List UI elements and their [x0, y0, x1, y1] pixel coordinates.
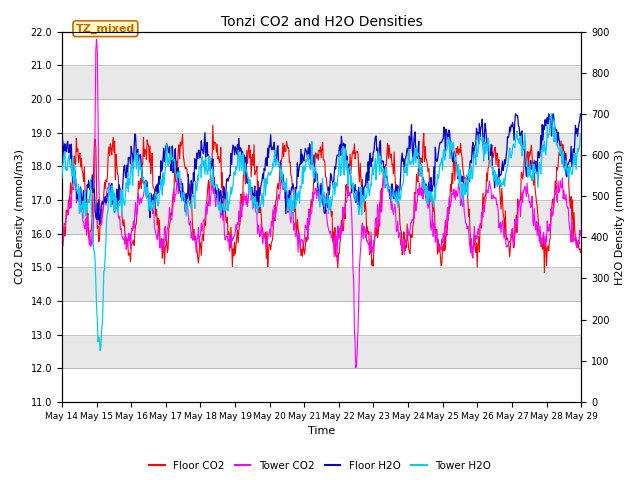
- Bar: [62, 335, 581, 368]
- Y-axis label: H2O Density (mmol/m3): H2O Density (mmol/m3): [615, 149, 625, 285]
- Bar: [62, 267, 581, 301]
- Bar: [62, 32, 581, 65]
- Bar: [62, 166, 581, 200]
- Bar: [62, 132, 581, 166]
- Legend: Floor CO2, Tower CO2, Floor H2O, Tower H2O: Floor CO2, Tower CO2, Floor H2O, Tower H…: [145, 456, 495, 475]
- Bar: [62, 301, 581, 335]
- Title: Tonzi CO2 and H2O Densities: Tonzi CO2 and H2O Densities: [221, 15, 422, 29]
- Y-axis label: CO2 Density (mmol/m3): CO2 Density (mmol/m3): [15, 149, 25, 284]
- Bar: [62, 99, 581, 132]
- Bar: [62, 65, 581, 99]
- Bar: [62, 234, 581, 267]
- Text: TZ_mixed: TZ_mixed: [76, 24, 135, 34]
- Bar: [62, 368, 581, 402]
- Bar: [62, 200, 581, 234]
- X-axis label: Time: Time: [308, 426, 335, 436]
